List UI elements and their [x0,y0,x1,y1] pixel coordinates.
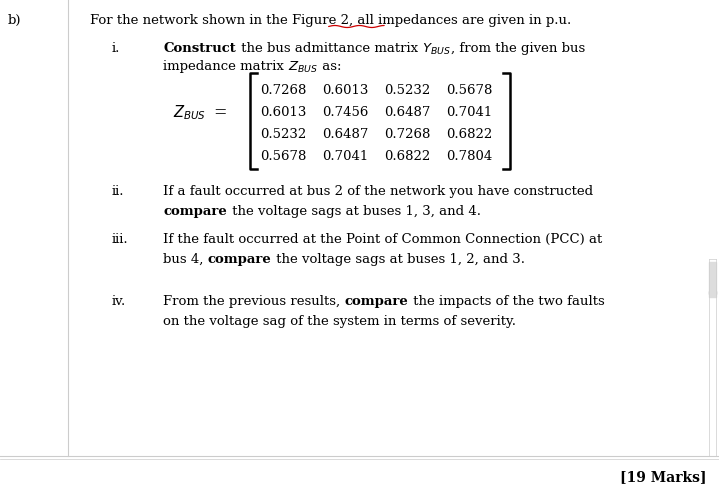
Text: 0.7804: 0.7804 [446,150,493,163]
Text: If a fault occurred at bus 2 of the network you have constructed: If a fault occurred at bus 2 of the netw… [163,184,593,197]
Text: 0.6487: 0.6487 [384,106,431,119]
Text: iii.: iii. [112,232,129,245]
Text: From the previous results,: From the previous results, [163,294,344,307]
Text: Construct: Construct [163,42,236,55]
Text: 0.5678: 0.5678 [446,84,493,97]
Text: 0.6013: 0.6013 [260,106,306,119]
Text: 0.7268: 0.7268 [384,128,431,141]
Text: compare: compare [208,253,271,265]
Text: i.: i. [112,42,120,55]
Text: $\mathit{Y}_{BUS}$: $\mathit{Y}_{BUS}$ [422,42,451,57]
Text: 0.6822: 0.6822 [384,150,430,163]
Text: b): b) [8,14,22,27]
Text: $\mathit{Z}_{BUS}$: $\mathit{Z}_{BUS}$ [173,104,206,122]
Text: If the fault occurred at the Point of Common Connection (PCC) at: If the fault occurred at the Point of Co… [163,232,603,245]
Text: 0.6487: 0.6487 [322,128,368,141]
Text: the voltage sags at buses 1, 2, and 3.: the voltage sags at buses 1, 2, and 3. [273,253,526,265]
Text: 0.7456: 0.7456 [322,106,368,119]
Text: impedance matrix: impedance matrix [163,60,288,73]
Text: 0.5232: 0.5232 [260,128,306,141]
Text: the impacts of the two faults: the impacts of the two faults [409,294,605,307]
Text: the bus admittance matrix: the bus admittance matrix [237,42,422,55]
Text: For the network shown in the Figure 2, all impedances are given in p.u.: For the network shown in the Figure 2, a… [90,14,572,27]
Text: ii.: ii. [112,184,124,197]
Text: on the voltage sag of the system in terms of severity.: on the voltage sag of the system in term… [163,314,516,327]
Text: 0.6822: 0.6822 [446,128,493,141]
Bar [709,291,716,294]
Text: 0.7041: 0.7041 [322,150,368,163]
Text: 0.6013: 0.6013 [322,84,368,97]
Text: 0.5232: 0.5232 [384,84,430,97]
Text: =: = [213,104,226,121]
Text: compare: compare [163,205,226,217]
Text: as:: as: [319,60,342,73]
Text: bus 4,: bus 4, [163,253,208,265]
Text: [19 Marks]: [19 Marks] [620,469,707,483]
Text: $\mathit{Z}_{BUS}$: $\mathit{Z}_{BUS}$ [288,60,319,75]
Text: 0.5678: 0.5678 [260,150,306,163]
Text: the voltage sags at buses 1, 3, and 4.: the voltage sags at buses 1, 3, and 4. [228,205,481,217]
Text: 0.7041: 0.7041 [446,106,493,119]
Text: compare: compare [344,294,408,307]
Text: 0.7268: 0.7268 [260,84,306,97]
Text: iv.: iv. [112,294,127,307]
Bar [709,262,716,297]
Text: , from the given bus: , from the given bus [451,42,585,55]
